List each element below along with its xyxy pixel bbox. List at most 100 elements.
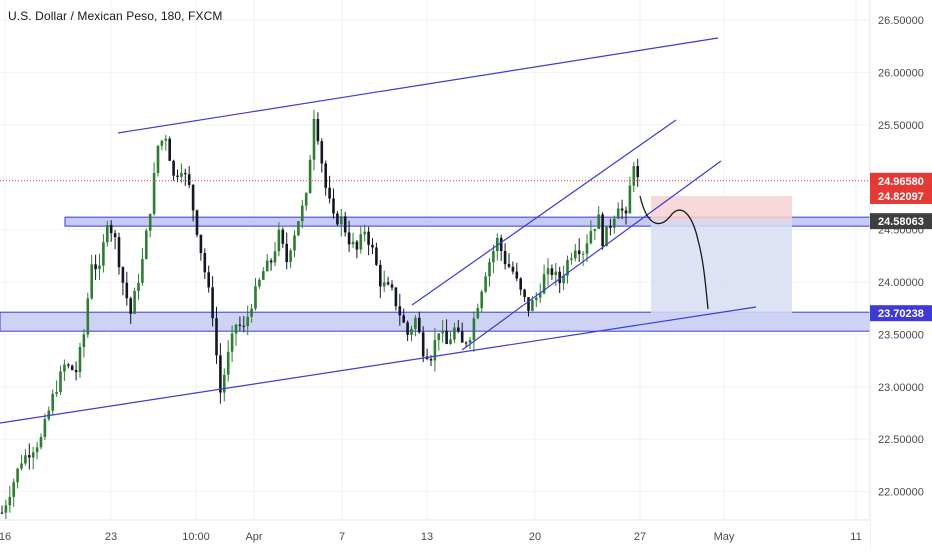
candle-body xyxy=(359,234,363,250)
candle-body xyxy=(55,392,58,394)
candle-body xyxy=(250,308,253,317)
candle-body xyxy=(613,218,616,228)
candle-body xyxy=(480,291,483,309)
candle-body xyxy=(191,184,195,211)
candle-body xyxy=(390,284,394,288)
candle-body xyxy=(156,145,160,174)
candle-body xyxy=(460,331,464,343)
candle-body xyxy=(499,237,503,252)
candle-body xyxy=(137,282,140,291)
y-tick-label: 22.50000 xyxy=(878,434,924,446)
x-tick-label: 23 xyxy=(105,531,117,543)
candle-body xyxy=(511,266,515,272)
price-badge-label: 24.58063 xyxy=(878,216,924,228)
candle-body xyxy=(203,253,207,273)
price-badge-label: 24.96580 xyxy=(878,176,924,188)
candle-body xyxy=(632,166,636,186)
candle-body xyxy=(199,234,203,254)
candles xyxy=(0,109,639,520)
x-tick-label: 27 xyxy=(634,531,646,543)
candle-body xyxy=(558,271,561,284)
candle-body xyxy=(246,316,249,327)
candle-body xyxy=(574,250,577,259)
candle-body xyxy=(265,260,269,272)
candle-body xyxy=(550,268,554,275)
candle-body xyxy=(20,463,23,469)
candle-body xyxy=(371,244,374,248)
candle-body xyxy=(94,264,97,270)
candle-body xyxy=(570,258,573,260)
candle-body xyxy=(86,298,90,335)
take-profit-box xyxy=(651,221,792,314)
price-badge xyxy=(870,187,932,204)
candle-body xyxy=(433,340,437,361)
candle-body xyxy=(347,232,351,245)
candle-body xyxy=(285,243,288,263)
candle-body xyxy=(102,242,105,266)
candle-body xyxy=(441,330,444,334)
candle-body xyxy=(636,166,639,178)
candle-body xyxy=(289,250,292,263)
candle-body xyxy=(141,259,144,283)
candle-body xyxy=(324,163,327,188)
candle-body xyxy=(4,505,8,513)
candle-body xyxy=(215,318,218,356)
candle-body xyxy=(507,264,511,267)
candle-body xyxy=(340,216,343,225)
candle-body xyxy=(367,231,370,245)
candle-body xyxy=(535,297,538,301)
candle-body xyxy=(605,225,608,247)
candle-body xyxy=(597,214,600,229)
candle-body xyxy=(35,447,39,453)
candle-body xyxy=(492,251,495,263)
candle-body xyxy=(609,225,612,228)
candle-body xyxy=(566,259,569,276)
y-tick-label: 22.00000 xyxy=(878,487,924,499)
candle-body xyxy=(449,339,452,344)
candle-body xyxy=(82,334,86,348)
candle-body xyxy=(585,243,589,254)
candle-body xyxy=(226,351,230,375)
candle-body xyxy=(43,419,47,438)
candle-body xyxy=(336,213,339,225)
candle-body xyxy=(379,264,382,287)
price-badge xyxy=(870,305,932,322)
candle-body xyxy=(398,306,402,316)
y-tick-label: 26.50000 xyxy=(878,15,924,27)
x-tick-label: 20 xyxy=(529,531,541,543)
candle-body xyxy=(445,330,448,344)
candle-body xyxy=(562,275,565,284)
candle-body xyxy=(262,271,265,280)
candle-body xyxy=(281,229,285,244)
y-tick-label: 23.00000 xyxy=(878,382,924,394)
candle-body xyxy=(402,315,405,323)
candle-body xyxy=(581,253,585,255)
candle-body xyxy=(472,318,476,340)
candle-body xyxy=(332,198,335,214)
price-badge xyxy=(870,172,932,189)
candle-body xyxy=(320,141,324,164)
candle-body xyxy=(277,229,281,252)
candle-body xyxy=(429,358,433,361)
candle-body xyxy=(28,455,31,458)
candle-body xyxy=(546,268,550,275)
rising-channel-bottom xyxy=(461,160,722,351)
candle-body xyxy=(312,119,316,160)
candle-body xyxy=(195,210,199,235)
upper-channel-line xyxy=(117,37,719,134)
candle-body xyxy=(589,230,593,244)
candle-body xyxy=(484,276,487,292)
candle-body xyxy=(168,138,171,161)
candle-body xyxy=(51,393,54,411)
candle-body xyxy=(406,322,409,335)
candle-body xyxy=(16,468,19,483)
candle-body xyxy=(117,237,121,268)
candle-body xyxy=(554,271,558,275)
time-axis-bg xyxy=(0,520,870,550)
grid xyxy=(0,0,870,520)
candle-body xyxy=(375,247,378,265)
candle-body xyxy=(223,374,226,393)
